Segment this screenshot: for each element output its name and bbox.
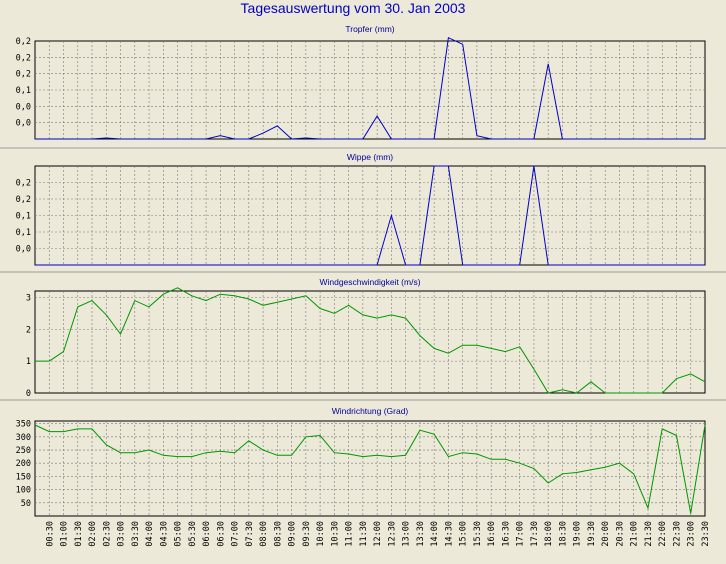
x-tick-label: 18:00 <box>544 521 554 547</box>
x-tick-label: 02:30 <box>102 521 112 547</box>
y-tick-label: 0,2 <box>16 195 31 205</box>
y-tick-label: 0 <box>26 389 31 399</box>
panel-title: Windrichtung (Grad) <box>332 406 409 416</box>
panel-title: Windgeschwindigkeit (m/s) <box>319 277 420 287</box>
x-tick-label: 12:00 <box>373 521 383 547</box>
y-tick-label: 200 <box>16 459 31 469</box>
x-tick-label: 11:00 <box>345 521 355 547</box>
panel-title: Tropfer (mm) <box>345 24 394 34</box>
x-tick-label: 19:30 <box>587 521 597 547</box>
y-tick-label: 100 <box>16 486 31 496</box>
x-tick-label: 06:00 <box>202 521 212 547</box>
x-tick-label: 21:00 <box>630 521 640 547</box>
plot-area <box>34 290 706 394</box>
x-tick-label: 20:30 <box>616 521 626 547</box>
panel-4: Windrichtung (Grad) 50 100 150 200 250 300 350 <box>16 406 706 517</box>
y-tick-label: 0,1 <box>16 212 31 222</box>
y-tick-label: 0,1 <box>16 228 31 238</box>
x-tick-label: 01:00 <box>60 521 70 547</box>
x-tick-label: 18:30 <box>558 521 568 547</box>
plot-area <box>34 165 706 266</box>
x-tick-label: 09:30 <box>302 521 312 547</box>
y-tick-label: 0,2 <box>16 179 31 189</box>
series-line <box>35 165 705 266</box>
series-line <box>35 287 706 394</box>
y-tick-label: 3 <box>26 293 31 303</box>
x-tick-label: 14:30 <box>444 521 454 547</box>
y-tick-label: 0,2 <box>16 53 31 63</box>
x-tick-label: 04:30 <box>159 521 169 547</box>
plot-area <box>34 40 706 140</box>
y-tick-label: 0,0 <box>16 119 31 129</box>
y-tick-label: 250 <box>16 446 31 456</box>
x-tick-label: 21:30 <box>644 521 654 547</box>
x-tick-label: 05:30 <box>188 521 198 547</box>
x-tick-label: 22:00 <box>658 521 668 547</box>
y-tick-label: 2 <box>26 325 31 335</box>
panel-3: Windgeschwindigkeit (m/s) 0 1 2 3 <box>0 277 726 401</box>
x-tick-label: 08:30 <box>273 521 283 547</box>
x-tick-label: 20:00 <box>601 521 611 547</box>
x-tick-label: 14:00 <box>430 521 440 547</box>
panel-1: Tropfer (mm) 0,0 0,0 0,1 0,2 0,2 0,2 <box>0 24 726 149</box>
x-tick-label: 15:30 <box>473 521 483 547</box>
x-axis: 00:30 01:00 01:30 02:00 02:30 03:00 03:30 04:00… <box>45 521 711 547</box>
x-tick-label: 15:00 <box>459 521 469 547</box>
panel-2: Wippe (mm) 0,0 0,1 0,1 0,2 0,2 <box>0 152 726 273</box>
series-line <box>35 36 705 140</box>
x-tick-label: 13:30 <box>416 521 426 547</box>
x-tick-label: 12:30 <box>387 521 397 547</box>
x-tick-label: 07:30 <box>245 521 255 547</box>
x-tick-label: 08:00 <box>259 521 269 547</box>
x-tick-label: 16:30 <box>501 521 511 547</box>
x-tick-label: 10:00 <box>316 521 326 547</box>
x-tick-label: 13:00 <box>402 521 412 547</box>
y-tick-label: 0,2 <box>16 70 31 80</box>
x-tick-label: 07:00 <box>231 521 241 547</box>
x-tick-label: 01:30 <box>74 521 84 547</box>
x-tick-label: 03:30 <box>131 521 141 547</box>
x-tick-label: 09:00 <box>288 521 298 547</box>
y-tick-label: 350 <box>16 420 31 430</box>
x-tick-label: 10:30 <box>330 521 340 547</box>
y-tick-label: 0,0 <box>16 102 31 112</box>
x-tick-label: 11:30 <box>359 521 369 547</box>
y-tick-label: 1 <box>26 357 31 367</box>
y-tick-label: 0,2 <box>16 37 31 47</box>
x-tick-label: 00:30 <box>45 521 55 547</box>
x-tick-label: 23:00 <box>687 521 697 547</box>
x-tick-label: 16:00 <box>487 521 497 547</box>
y-tick-label: 50 <box>21 499 31 509</box>
x-tick-label: 19:00 <box>573 521 583 547</box>
y-tick-label: 0,0 <box>16 245 31 255</box>
panel-title: Wippe (mm) <box>347 152 393 162</box>
x-tick-label: 22:30 <box>673 521 683 547</box>
plot-area <box>34 420 706 517</box>
x-tick-label: 02:00 <box>88 521 98 547</box>
x-tick-label: 06:30 <box>216 521 226 547</box>
y-tick-label: 300 <box>16 433 31 443</box>
x-tick-label: 03:00 <box>117 521 127 547</box>
y-tick-label: 0,1 <box>16 86 31 96</box>
x-tick-label: 05:00 <box>174 521 184 547</box>
x-tick-label: 17:30 <box>530 521 540 547</box>
series-line <box>34 424 706 514</box>
y-tick-label: 150 <box>16 472 31 482</box>
x-tick-label: 04:00 <box>145 521 155 547</box>
x-tick-label: 23:30 <box>701 521 711 547</box>
x-tick-label: 17:00 <box>516 521 526 547</box>
chart-title: Tagesauswertung vom 30. Jan 2003 <box>241 0 466 16</box>
